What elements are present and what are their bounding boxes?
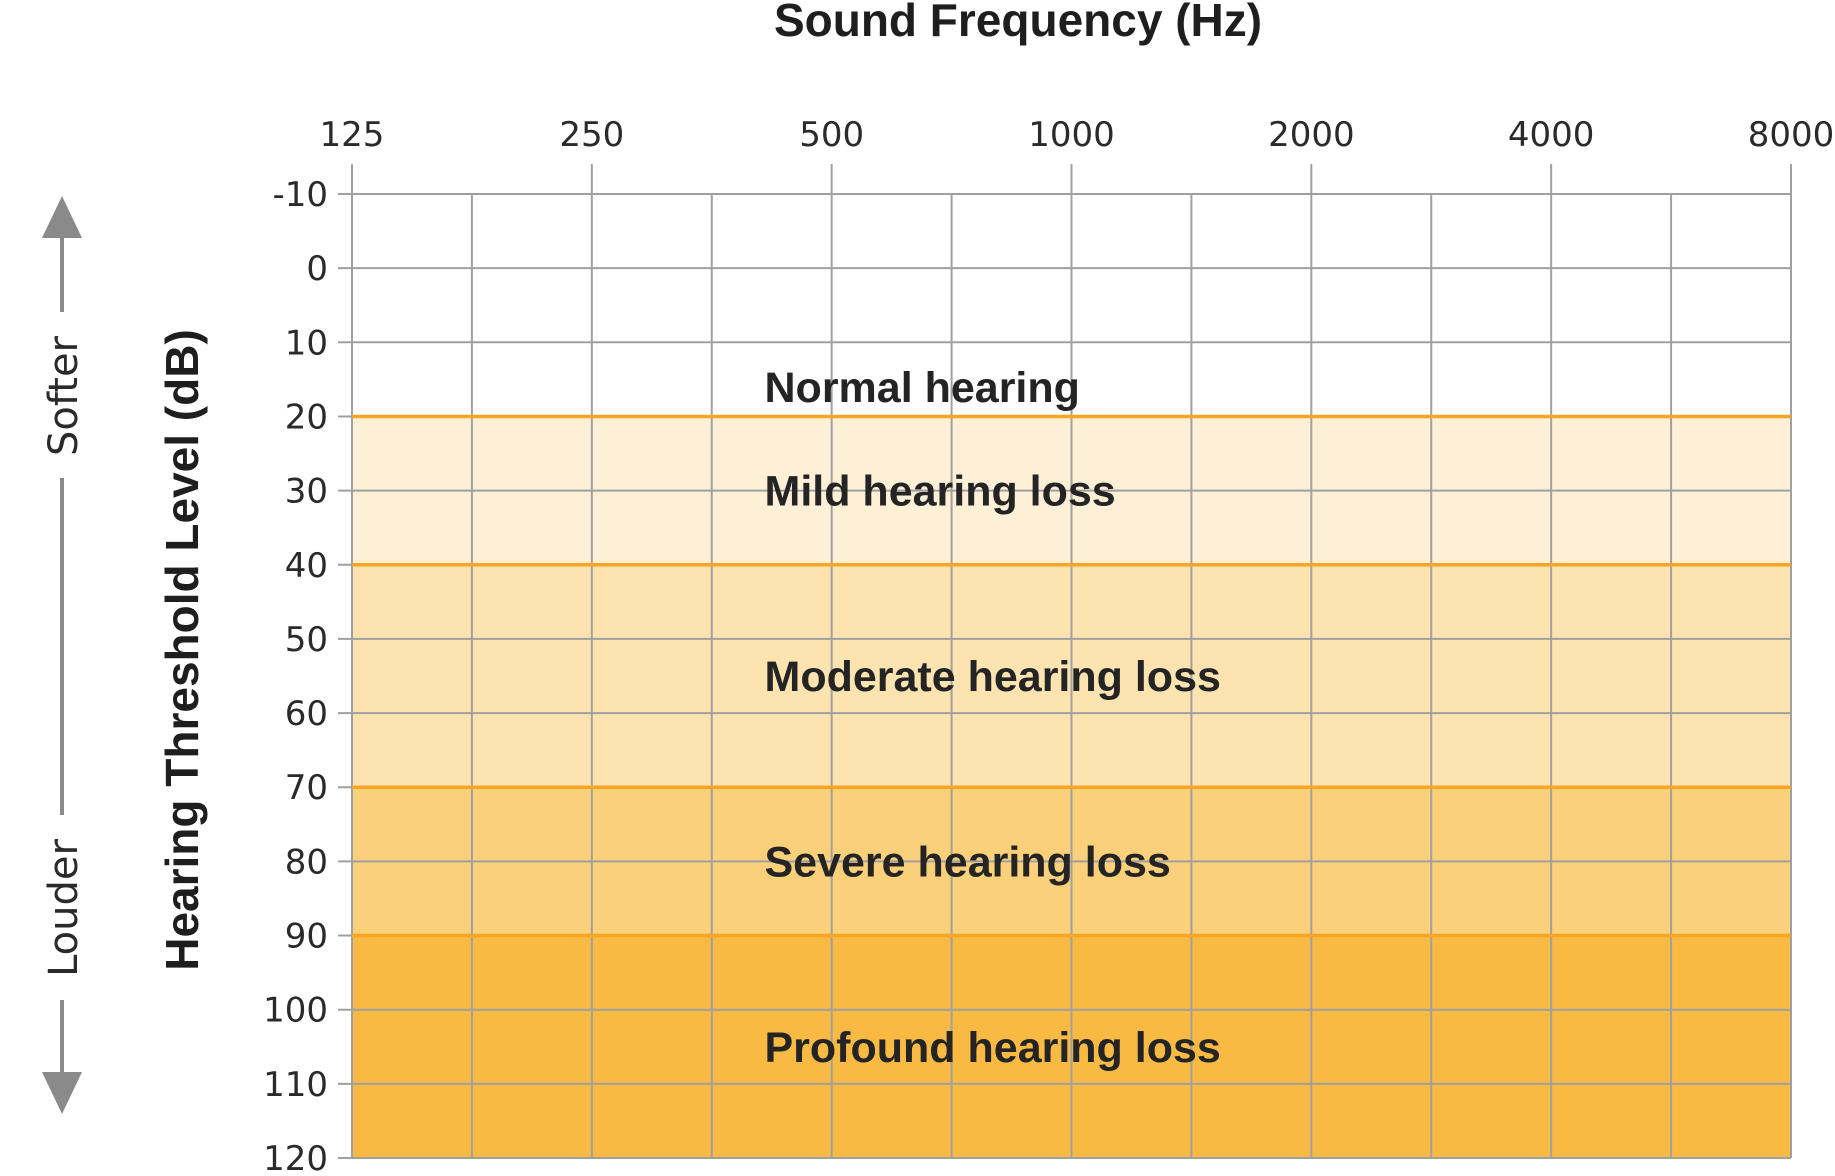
band-label: Moderate hearing loss bbox=[765, 653, 1221, 701]
y-tick-label: 110 bbox=[263, 1065, 328, 1105]
y-tick-label: 30 bbox=[285, 472, 328, 512]
y-tick-label: 20 bbox=[285, 397, 328, 437]
x-tick-label: 2000 bbox=[1268, 115, 1355, 155]
down-arrow-icon bbox=[42, 1072, 82, 1114]
y-tick-label: 80 bbox=[285, 842, 328, 882]
y-axis-ticks: -10 0 10 20 30 40 50 60 70 80 90 100 110 120 bbox=[263, 175, 328, 1176]
y-tick-label: 100 bbox=[263, 991, 328, 1031]
y-tick-label: 50 bbox=[285, 620, 328, 660]
band-labels: Normal hearing Mild hearing loss Moderate … bbox=[765, 364, 1221, 1072]
band-label: Profound hearing loss bbox=[765, 1024, 1221, 1072]
y-tick-label: 10 bbox=[285, 323, 328, 363]
direction-indicator: Softer Louder bbox=[41, 196, 87, 1114]
y-tick-label: 60 bbox=[285, 694, 328, 734]
louder-label: Louder bbox=[41, 839, 87, 977]
band-label: Mild hearing loss bbox=[765, 468, 1116, 516]
y-axis-title: Hearing Threshold Level (dB) bbox=[156, 329, 208, 971]
band-label: Severe hearing loss bbox=[765, 838, 1171, 886]
y-tick-label: 0 bbox=[306, 249, 328, 289]
y-tick-label: -10 bbox=[272, 175, 328, 215]
up-arrow-icon bbox=[42, 196, 82, 238]
x-tick-label: 1000 bbox=[1028, 115, 1115, 155]
x-tick-label: 500 bbox=[799, 115, 864, 155]
x-tick-label: 125 bbox=[320, 115, 385, 155]
band-boundaries bbox=[352, 414, 1791, 938]
x-axis-title: Sound Frequency (Hz) bbox=[774, 0, 1262, 46]
y-tick-label: 90 bbox=[285, 917, 328, 957]
x-axis-ticks: 125 250 500 1000 2000 4000 8000 bbox=[320, 115, 1835, 155]
band-label: Normal hearing bbox=[765, 364, 1080, 412]
y-tick-label: 40 bbox=[285, 546, 328, 586]
y-tick-label: 120 bbox=[263, 1139, 328, 1176]
y-tick-label: 70 bbox=[285, 768, 328, 808]
softer-label: Softer bbox=[41, 335, 87, 456]
x-tick-label: 8000 bbox=[1748, 115, 1835, 155]
grid-lines bbox=[338, 164, 1792, 1159]
x-tick-label: 250 bbox=[559, 115, 624, 155]
x-tick-label: 4000 bbox=[1508, 115, 1595, 155]
